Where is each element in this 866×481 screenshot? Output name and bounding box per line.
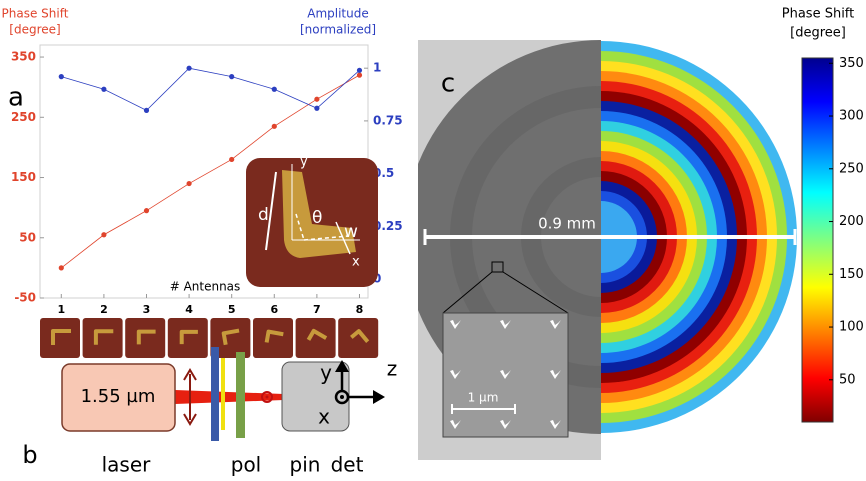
antenna-cell — [125, 318, 166, 358]
antenna-row — [40, 318, 379, 358]
x-tick-label: 8 — [356, 303, 364, 316]
y2-axis-title: [normalized] — [300, 23, 376, 37]
y2-axis-title: Amplitude — [307, 7, 369, 21]
scale-label: 0.9 mm — [538, 215, 596, 233]
image-panel: 0.9 mm 1 µm c Phase Shift [degree] — [418, 7, 855, 460]
data-point — [229, 156, 235, 163]
x-tick-label: 7 — [313, 303, 321, 316]
antenna-shape — [51, 329, 71, 345]
x-tick-label: 6 — [270, 303, 278, 316]
antenna-shape — [264, 329, 284, 343]
inset-label: y — [300, 155, 308, 170]
data-point — [356, 67, 363, 73]
data-point — [58, 74, 64, 80]
axis-letter: z — [387, 357, 398, 381]
data-point — [101, 86, 107, 92]
colorbar-tick-label: 350 — [839, 56, 864, 71]
colorbar-tick-label: 200 — [839, 214, 864, 229]
colorbar-title: Phase Shift — [782, 7, 855, 22]
data-point — [58, 265, 64, 271]
antenna-cell — [82, 318, 123, 358]
antenna-shape — [221, 328, 240, 346]
series-line — [61, 74, 360, 269]
antenna-shape — [93, 329, 114, 345]
colorbar-tick-label: 150 — [839, 267, 864, 282]
inset-label: x — [352, 255, 360, 270]
panel-label: c — [441, 69, 455, 99]
panel-label: a — [8, 83, 24, 113]
x-axis-title: # Antennas — [170, 280, 241, 294]
antenna-sem — [450, 370, 461, 379]
antenna-shape — [350, 329, 370, 343]
source-label: 1.55 µm — [81, 386, 156, 407]
antenna-sem — [550, 320, 561, 329]
x-tick-label: 5 — [228, 303, 236, 316]
x-tick-label: 1 — [57, 303, 65, 316]
setup-caption: pin — [290, 453, 321, 477]
axis-letter: x — [318, 405, 330, 429]
colorbar-tick-label: 100 — [839, 320, 864, 335]
antenna-cell — [167, 318, 208, 358]
setup-diagram: 1.55 µm y z x laser pol pin det b — [22, 347, 397, 477]
setup-caption: laser — [102, 453, 152, 477]
data-point — [229, 74, 235, 80]
x-tick-label: 4 — [185, 303, 193, 316]
antenna-cell — [295, 318, 336, 358]
data-point — [143, 208, 150, 214]
y2-tick-label: 1 — [373, 61, 381, 75]
data-point — [314, 105, 320, 111]
antenna-shape — [306, 328, 328, 341]
antenna-cell — [210, 318, 251, 358]
x-tick-label: 2 — [100, 303, 108, 316]
inset-label: θ — [312, 208, 322, 228]
data-point — [186, 180, 192, 187]
colorbar — [801, 57, 834, 423]
scale-label: 1 µm — [468, 391, 499, 405]
antenna-shape — [179, 329, 198, 345]
y-tick-label: 250 — [11, 110, 36, 124]
data-point — [143, 107, 150, 113]
antenna-shape — [136, 329, 156, 345]
y2-tick-label: 0.25 — [373, 219, 403, 233]
y-tick-label: -50 — [14, 291, 36, 305]
antenna-inset: d y θ w x — [246, 155, 378, 287]
data-point — [101, 232, 107, 238]
colorbar-tick-label: 250 — [839, 161, 864, 176]
data-point — [186, 65, 192, 71]
colorbar-tick-label: 300 — [839, 109, 864, 124]
data-point — [271, 86, 277, 92]
antenna-sem — [550, 370, 561, 379]
antenna-cell — [40, 318, 80, 358]
inset-label: d — [258, 205, 269, 225]
antenna-cell — [253, 318, 293, 358]
colorbar-tick-label: 50 — [839, 372, 856, 387]
setup-caption: pol — [231, 453, 262, 477]
antenna-sem — [550, 420, 561, 429]
y-tick-label: 50 — [19, 230, 36, 244]
series-line — [61, 67, 360, 111]
y2-tick-label: 0.5 — [373, 166, 394, 180]
antenna-sem — [500, 370, 511, 379]
antenna-sem — [500, 320, 511, 329]
inset-label: w — [344, 222, 358, 242]
y-axis-title: Phase Shift — [2, 7, 69, 21]
data-point — [314, 96, 320, 102]
data-point — [356, 72, 363, 78]
axis-letter: y — [320, 361, 332, 385]
colorbar-title: [degree] — [790, 26, 846, 41]
antenna-sem — [500, 420, 511, 429]
x-tick-label: 3 — [143, 303, 151, 316]
antenna-sem — [450, 420, 461, 429]
panel-label: b — [22, 441, 37, 469]
antenna-cell — [338, 318, 379, 358]
y-tick-label: 150 — [11, 170, 36, 184]
y-axis-title: [degree] — [9, 23, 60, 37]
y2-tick-label: 0 — [373, 272, 381, 286]
data-point — [271, 123, 277, 129]
y2-tick-label: 0.75 — [373, 113, 403, 127]
y-tick-label: 350 — [11, 50, 36, 64]
antenna-sem — [450, 320, 461, 329]
setup-caption: det — [331, 453, 364, 477]
